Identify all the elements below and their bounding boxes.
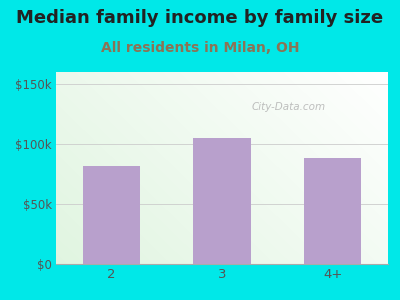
Bar: [193, 138, 251, 264]
Text: All residents in Milan, OH: All residents in Milan, OH: [101, 40, 299, 55]
Text: Median family income by family size: Median family income by family size: [16, 9, 384, 27]
Bar: [82, 166, 140, 264]
Text: City-Data.com: City-Data.com: [251, 102, 326, 112]
Bar: [304, 158, 362, 264]
